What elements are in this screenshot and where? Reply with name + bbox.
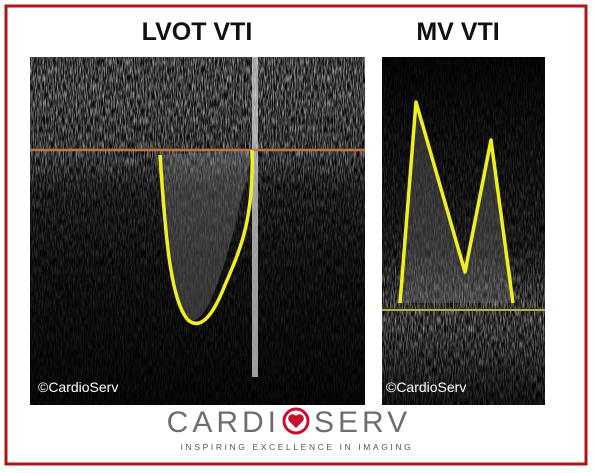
panel-title: MV VTI xyxy=(416,18,499,46)
watermark: ©CardioServ xyxy=(386,379,466,395)
doppler-panel: ©CardioServ xyxy=(382,57,545,405)
logo-heart xyxy=(282,407,310,435)
doppler-panel: ©CardioServ xyxy=(30,57,365,405)
logo-text: CARDI xyxy=(167,406,280,439)
watermark: ©CardioServ xyxy=(38,379,118,395)
frame xyxy=(4,4,588,466)
panel-title: LVOT VTI xyxy=(142,18,253,46)
tagline: INSPIRING EXCELLENCE IN IMAGING xyxy=(181,442,414,452)
logo-text: SERV xyxy=(314,406,411,439)
